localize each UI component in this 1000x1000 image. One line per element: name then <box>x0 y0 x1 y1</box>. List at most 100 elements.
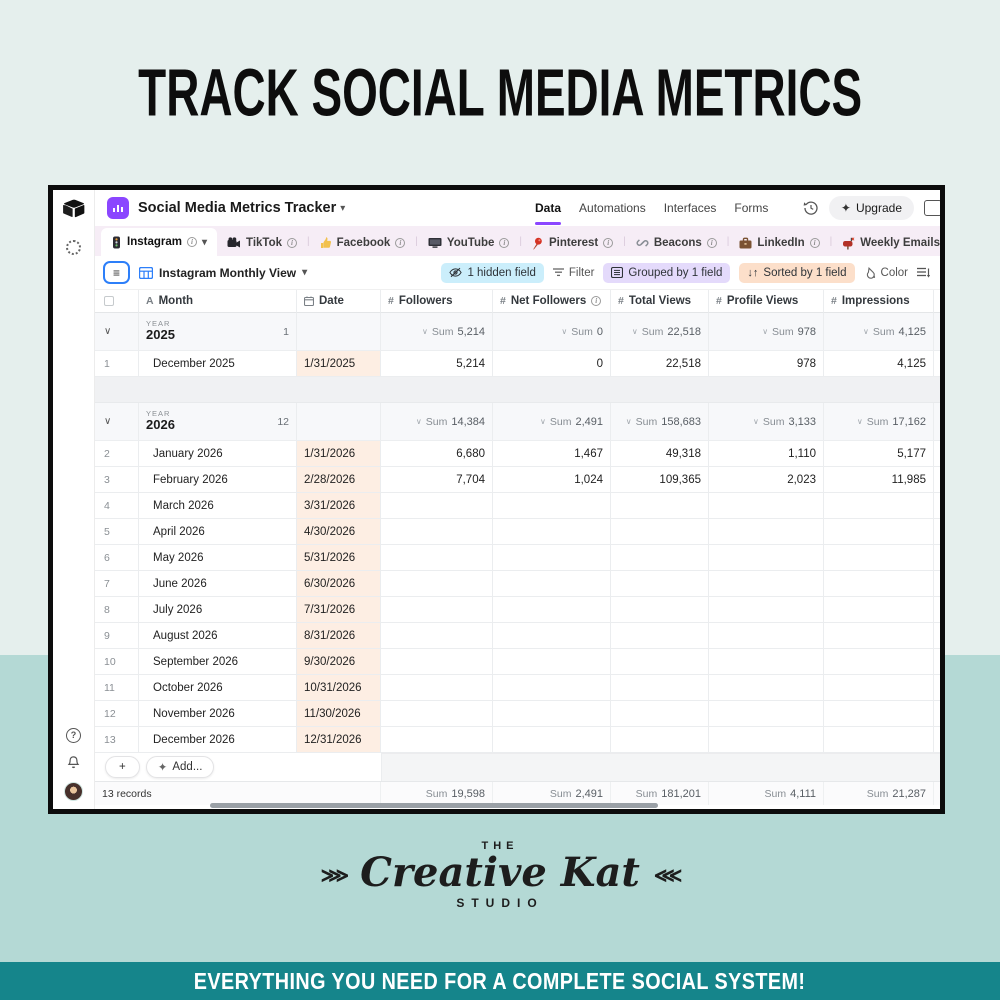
table-row[interactable]: 13 December 2026 12/31/2026 <box>95 727 940 753</box>
date-cell[interactable]: 7/31/2026 <box>297 597 381 623</box>
month-cell[interactable]: September 2026 <box>139 649 297 675</box>
value-cell[interactable] <box>709 571 824 597</box>
month-cell[interactable]: April 2026 <box>139 519 297 545</box>
date-cell[interactable]: 8/31/2026 <box>297 623 381 649</box>
add-with-templates-button[interactable]: ✦ Add... <box>145 756 215 778</box>
value-cell[interactable] <box>611 649 709 675</box>
value-cell[interactable] <box>381 701 493 727</box>
table-row[interactable]: 8 July 2026 7/31/2026 <box>95 597 940 623</box>
value-cell[interactable] <box>709 623 824 649</box>
tab-weekly-emails[interactable]: Weekly Emailsi <box>832 230 940 256</box>
value-cell[interactable]: 978 <box>709 351 824 377</box>
value-cell[interactable] <box>709 519 824 545</box>
value-cell[interactable]: 2,023 <box>709 467 824 493</box>
month-cell[interactable]: December 2025 <box>139 351 297 377</box>
nav-item-data[interactable]: Data <box>535 191 562 225</box>
value-cell[interactable] <box>493 649 611 675</box>
tab-beacons[interactable]: Beacons i <box>626 230 727 256</box>
horizontal-scrollbar[interactable] <box>210 803 658 808</box>
value-cell[interactable]: 11,985 <box>824 467 934 493</box>
date-cell[interactable]: 2/28/2026 <box>297 467 381 493</box>
nav-item-forms[interactable]: Forms <box>734 201 769 215</box>
table-row[interactable]: 1 December 2025 1/31/2025 5,214 0 22,518 978 4,… <box>95 351 940 377</box>
month-cell[interactable]: February 2026 <box>139 467 297 493</box>
column-header-total-views[interactable]: # Total Views <box>611 290 709 313</box>
table-row[interactable]: 12 November 2026 11/30/2026 <box>95 701 940 727</box>
notifications-bell-icon[interactable] <box>66 755 81 770</box>
value-cell[interactable]: 5,177 <box>824 441 934 467</box>
value-cell[interactable] <box>493 727 611 753</box>
value-cell[interactable] <box>824 545 934 571</box>
value-cell[interactable] <box>824 675 934 701</box>
value-cell[interactable]: 4,125 <box>824 351 934 377</box>
column-header-impressions[interactable]: # Impressions <box>824 290 934 313</box>
value-cell[interactable]: 22,518 <box>611 351 709 377</box>
date-cell[interactable]: 1/31/2025 <box>297 351 381 377</box>
table-row[interactable]: 5 April 2026 4/30/2026 <box>95 519 940 545</box>
value-cell[interactable] <box>611 597 709 623</box>
month-cell[interactable]: October 2026 <box>139 675 297 701</box>
value-cell[interactable]: 7,704 <box>381 467 493 493</box>
value-cell[interactable] <box>493 623 611 649</box>
view-switcher[interactable]: Instagram Monthly View ▾ <box>139 266 307 280</box>
column-header-month[interactable]: A Month <box>139 290 297 313</box>
value-cell[interactable] <box>824 649 934 675</box>
value-cell[interactable] <box>824 519 934 545</box>
base-title[interactable]: Social Media Metrics Tracker <box>138 200 337 216</box>
column-header-date[interactable]: Date <box>297 290 381 313</box>
value-cell[interactable]: 49,318 <box>611 441 709 467</box>
value-cell[interactable] <box>709 675 824 701</box>
month-cell[interactable]: May 2026 <box>139 545 297 571</box>
tab-linkedin[interactable]: LinkedIn i <box>729 230 829 256</box>
value-cell[interactable] <box>611 519 709 545</box>
date-cell[interactable]: 10/31/2026 <box>297 675 381 701</box>
value-cell[interactable] <box>381 545 493 571</box>
month-cell[interactable]: June 2026 <box>139 571 297 597</box>
value-cell[interactable] <box>611 701 709 727</box>
month-cell[interactable]: December 2026 <box>139 727 297 753</box>
tab-facebook[interactable]: Facebook i <box>310 230 416 256</box>
value-cell[interactable] <box>493 545 611 571</box>
tab-pinterest[interactable]: Pinterest i <box>522 230 623 256</box>
share-icon[interactable] <box>924 200 940 216</box>
value-cell[interactable] <box>709 493 824 519</box>
value-cell[interactable] <box>493 597 611 623</box>
value-cell[interactable] <box>381 623 493 649</box>
value-cell[interactable] <box>611 493 709 519</box>
value-cell[interactable] <box>381 675 493 701</box>
tab-instagram[interactable]: Instagram i ▾ <box>101 228 217 256</box>
value-cell[interactable] <box>824 727 934 753</box>
value-cell[interactable] <box>709 545 824 571</box>
date-cell[interactable]: 11/30/2026 <box>297 701 381 727</box>
table-row[interactable]: 4 March 2026 3/31/2026 <box>95 493 940 519</box>
value-cell[interactable] <box>709 597 824 623</box>
value-cell[interactable]: 5,214 <box>381 351 493 377</box>
chevron-down-icon[interactable]: ▾ <box>340 202 346 214</box>
airtable-logo-icon[interactable] <box>62 199 85 218</box>
add-record-button[interactable]: + <box>105 756 140 778</box>
table-row[interactable]: 10 September 2026 9/30/2026 <box>95 649 940 675</box>
filter-button[interactable]: Filter <box>552 267 594 279</box>
base-icon[interactable] <box>107 197 129 219</box>
hidden-fields-button[interactable]: 1 hidden field <box>441 262 544 283</box>
table-row[interactable]: 2 January 2026 1/31/2026 6,680 1,467 49,318 1,… <box>95 441 940 467</box>
column-header-followers[interactable]: # Followers <box>381 290 493 313</box>
value-cell[interactable]: 0 <box>493 351 611 377</box>
user-avatar[interactable] <box>64 782 83 801</box>
value-cell[interactable]: 1,467 <box>493 441 611 467</box>
color-button[interactable]: Color <box>864 267 908 279</box>
value-cell[interactable] <box>611 727 709 753</box>
table-row[interactable]: 7 June 2026 6/30/2026 <box>95 571 940 597</box>
row-height-icon[interactable] <box>917 267 930 279</box>
month-cell[interactable]: March 2026 <box>139 493 297 519</box>
date-cell[interactable]: 6/30/2026 <box>297 571 381 597</box>
date-cell[interactable]: 9/30/2026 <box>297 649 381 675</box>
value-cell[interactable] <box>493 701 611 727</box>
history-icon[interactable] <box>803 200 819 216</box>
value-cell[interactable] <box>493 493 611 519</box>
value-cell[interactable] <box>611 571 709 597</box>
value-cell[interactable] <box>824 623 934 649</box>
value-cell[interactable] <box>824 571 934 597</box>
date-cell[interactable]: 1/31/2026 <box>297 441 381 467</box>
value-cell[interactable] <box>381 493 493 519</box>
